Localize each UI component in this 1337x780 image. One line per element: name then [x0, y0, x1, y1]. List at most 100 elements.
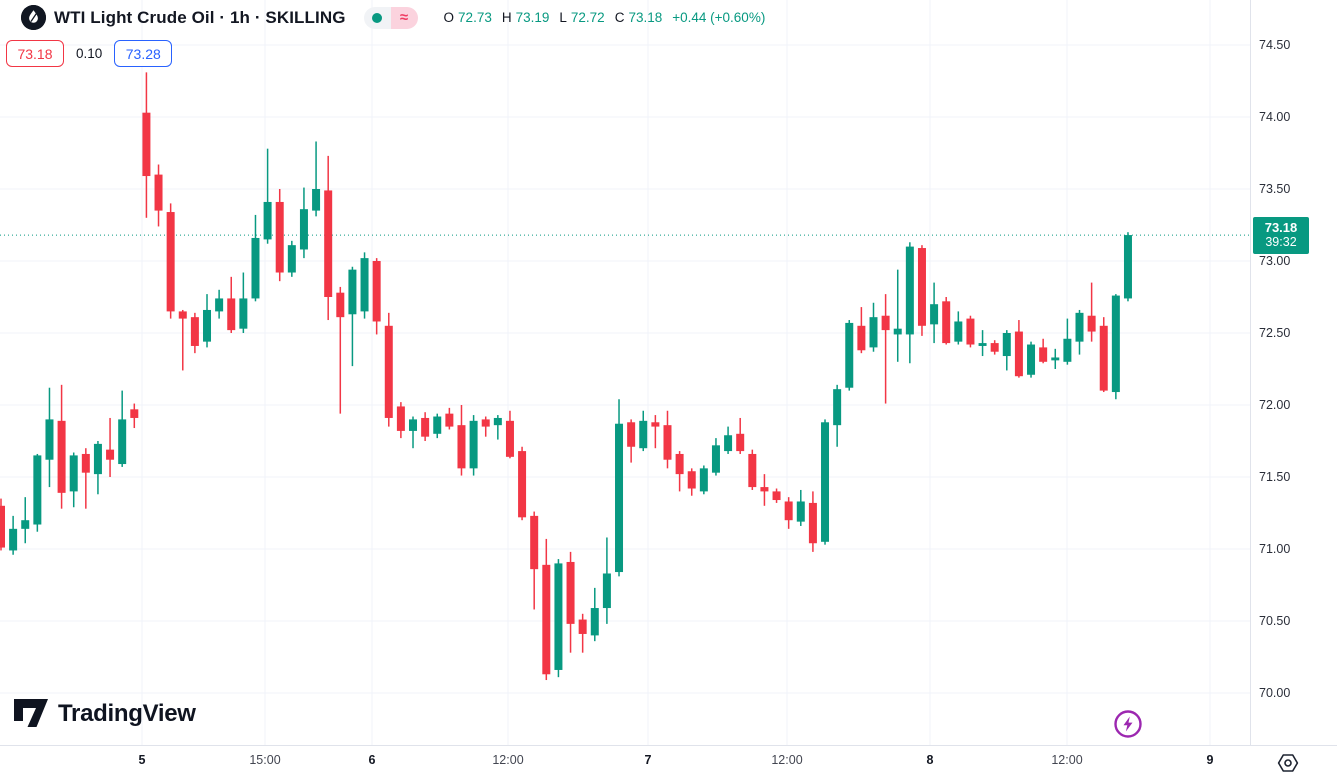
candle-up — [590, 587, 599, 642]
candle-down — [227, 276, 236, 333]
axis-settings-button[interactable] — [1274, 750, 1302, 776]
candle-down — [748, 449, 757, 490]
price-tick-label: 73.00 — [1259, 254, 1291, 268]
candle-down — [336, 286, 345, 414]
open-value: 72.73 — [458, 10, 492, 25]
candle-up — [215, 289, 224, 319]
candle-down — [784, 497, 793, 529]
candle-down — [130, 403, 139, 429]
symbol-legend: WTI Light Crude Oil · 1h · SKILLING ≈ O … — [21, 5, 771, 30]
candle-down — [421, 412, 430, 441]
candle-down — [808, 491, 817, 552]
candle-up — [711, 438, 720, 476]
candle-down — [1087, 282, 1096, 342]
lightning-boost-button[interactable] — [1112, 708, 1144, 740]
grid — [0, 0, 1250, 745]
candle-down — [457, 405, 466, 476]
candle-up — [833, 384, 842, 447]
time-tick-label: 15:00 — [249, 753, 281, 767]
candle-down — [518, 446, 527, 521]
candle-down — [1039, 338, 1048, 364]
candle-down — [881, 294, 890, 404]
high-label: H — [501, 10, 512, 25]
price-tick-label: 73.50 — [1259, 182, 1291, 196]
candle-up — [905, 242, 914, 364]
market-status-badge[interactable]: ≈ — [363, 6, 418, 29]
candle-up — [21, 497, 30, 544]
price-tick-label: 74.00 — [1259, 110, 1291, 124]
candle-down — [651, 415, 660, 449]
candle-down — [736, 417, 745, 454]
chart-pane: WTI Light Crude Oil · 1h · SKILLING ≈ O … — [0, 0, 1250, 745]
candle-up — [639, 410, 648, 452]
time-tick-label: 12:00 — [1051, 753, 1083, 767]
time-tick-label: 12:00 — [492, 753, 524, 767]
price-tick-label: 71.00 — [1259, 542, 1291, 556]
price-tick-label: 70.50 — [1259, 614, 1291, 628]
time-tick-label: 9 — [1206, 753, 1214, 767]
open-label: O — [443, 10, 455, 25]
oil-drop-logo-icon — [21, 5, 46, 30]
candle-up — [1063, 318, 1072, 365]
candle-up — [1123, 232, 1132, 302]
low-label: L — [559, 10, 567, 25]
price-tick-label: 72.00 — [1259, 398, 1291, 412]
candle-down — [942, 297, 951, 345]
bar-countdown: 39:32 — [1265, 235, 1297, 250]
candle-down — [760, 474, 769, 506]
candle-down — [154, 164, 163, 227]
candle-down — [966, 315, 975, 348]
price-axis[interactable]: 73.18 39:32 74.50 74.00 73.50 73.00 72.50 72.… — [1250, 0, 1337, 745]
close-value: 73.18 — [628, 10, 663, 25]
candle-up — [118, 390, 127, 467]
ohlc-readout: O 72.73 H 73.19 L 72.72 C 73.18 +0.44 (+… — [444, 10, 772, 25]
price-tick-label: 70.00 — [1259, 686, 1291, 700]
candle-down — [372, 258, 381, 335]
candle-up — [69, 452, 78, 508]
candle-down — [990, 340, 999, 355]
candle-down — [445, 407, 454, 430]
candle-up — [930, 282, 939, 344]
candle-up — [251, 214, 260, 302]
high-value: 73.19 — [515, 10, 550, 25]
symbol-title[interactable]: WTI Light Crude Oil · 1h · SKILLING — [54, 7, 346, 27]
candlestick-chart[interactable] — [0, 0, 1250, 745]
candle-up — [724, 426, 733, 454]
time-axis[interactable]: 5 15:00 6 12:00 7 12:00 8 12:00 9 — [0, 745, 1337, 780]
change-value: +0.44 (+0.60%) — [672, 10, 766, 25]
time-tick-label: 5 — [138, 753, 146, 767]
candle-up — [433, 413, 442, 439]
candle-up — [1075, 309, 1084, 355]
candle-up — [239, 272, 248, 333]
candle-down — [917, 245, 926, 336]
sell-bid-button[interactable]: 73.18 — [6, 40, 64, 67]
candle-down — [396, 402, 405, 439]
candle-down — [275, 189, 284, 282]
candle-up — [821, 419, 830, 545]
candle-down — [384, 312, 393, 427]
last-price-value: 73.18 — [1264, 220, 1298, 236]
tradingview-brand-link[interactable]: TradingView — [14, 699, 196, 728]
candle-up — [287, 240, 296, 277]
candle-up — [33, 453, 42, 532]
time-tick-label: 8 — [926, 753, 934, 767]
candle-up — [845, 320, 854, 391]
candle-up — [409, 416, 418, 449]
candle-up — [45, 387, 54, 488]
candle-up — [554, 559, 563, 678]
price-tick-label: 72.50 — [1259, 326, 1291, 340]
candle-up — [615, 399, 624, 577]
market-status-dot-icon — [363, 6, 391, 29]
tradingview-logo-icon — [14, 699, 48, 727]
low-value: 72.72 — [570, 10, 605, 25]
candle-down — [530, 511, 539, 610]
candle-up — [312, 141, 321, 217]
candle-down — [142, 72, 151, 218]
buy-ask-button[interactable]: 73.28 — [114, 40, 173, 67]
candle-up — [893, 269, 902, 362]
candle-up — [869, 302, 878, 352]
last-price-label[interactable]: 73.18 39:32 — [1253, 217, 1309, 255]
lightning-boost-icon — [1114, 710, 1142, 738]
candle-down — [324, 155, 333, 321]
candle-down — [857, 307, 866, 354]
